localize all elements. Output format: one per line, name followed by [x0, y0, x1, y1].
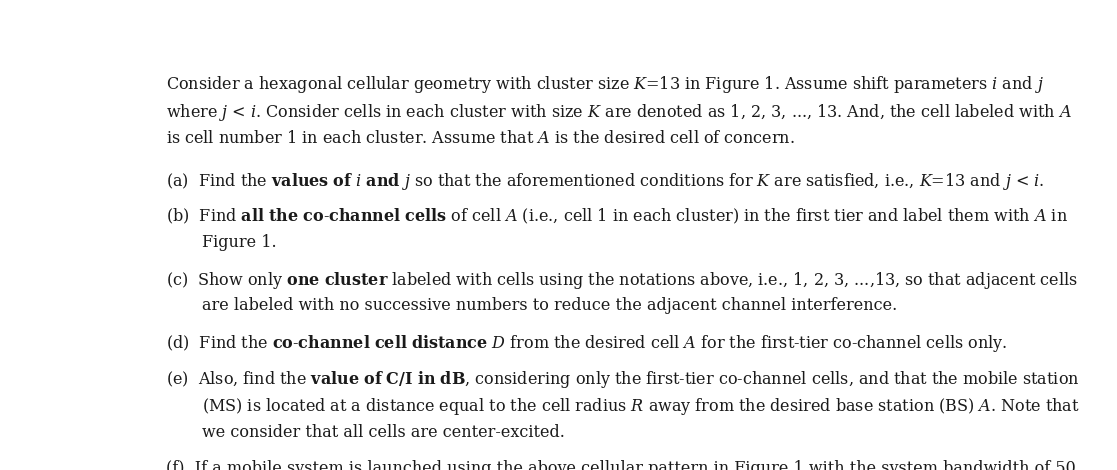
Text: we consider that all cells are center-excited.: we consider that all cells are center-ex…	[202, 424, 565, 441]
Text: Consider a hexagonal cellular geometry with cluster size $K$=13 in Figure 1. Ass: Consider a hexagonal cellular geometry w…	[165, 74, 1043, 95]
Text: (e)  Also, find the $\mathbf{value\ of\ C/I\ in\ dB}$, considering only the firs: (e) Also, find the $\mathbf{value\ of\ C…	[165, 369, 1079, 390]
Text: (f)  If a mobile system is launched using the above cellular pattern in Figure 1: (f) If a mobile system is launched using…	[165, 460, 1076, 470]
Text: where $j$ < $i$. Consider cells in each cluster with size $K$ are denoted as 1, : where $j$ < $i$. Consider cells in each …	[165, 102, 1071, 123]
Text: is cell number 1 in each cluster. Assume that $A$ is the desired cell of concern: is cell number 1 in each cluster. Assume…	[165, 130, 794, 147]
Text: Figure 1.: Figure 1.	[202, 234, 277, 251]
Text: (d)  Find the $\mathbf{co\text{-}channel\ cell\ distance}$ $\mathbf{\mathit{D}}$: (d) Find the $\mathbf{co\text{-}channel\…	[165, 333, 1006, 354]
Text: are labeled with no successive numbers to reduce the adjacent channel interferen: are labeled with no successive numbers t…	[202, 298, 897, 314]
Text: (b)  Find $\mathbf{all\ the\ co\text{-}channel\ cells}$ of cell $A$ (i.e., cell : (b) Find $\mathbf{all\ the\ co\text{-}ch…	[165, 206, 1068, 226]
Text: (MS) is located at a distance equal to the cell radius $R$ away from the desired: (MS) is located at a distance equal to t…	[202, 396, 1080, 417]
Text: (c)  Show only $\mathbf{one\ cluster}$ labeled with cells using the notations ab: (c) Show only $\mathbf{one\ cluster}$ la…	[165, 270, 1078, 291]
Text: (a)  Find the $\mathbf{values\ of}$ $\mathbf{\mathit{i}}$ $\mathbf{and}$ $\mathb: (a) Find the $\mathbf{values\ of}$ $\mat…	[165, 171, 1044, 192]
